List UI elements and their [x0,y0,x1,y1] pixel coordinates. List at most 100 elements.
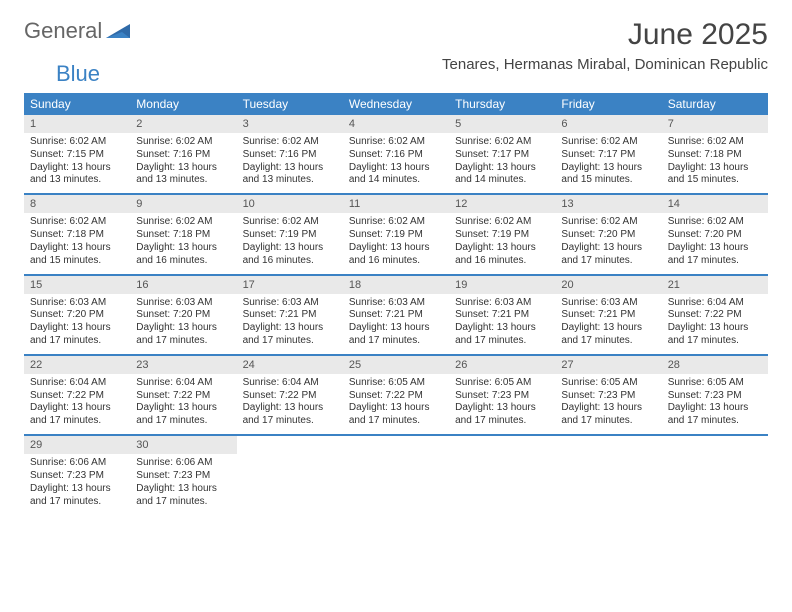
calendar-cell: 17Sunrise: 6:03 AMSunset: 7:21 PMDayligh… [237,275,343,355]
day-details: Sunrise: 6:06 AMSunset: 7:23 PMDaylight:… [130,454,236,514]
daylight-text-1: Daylight: 13 hours [243,242,337,255]
day-details: Sunrise: 6:02 AMSunset: 7:18 PMDaylight:… [24,213,130,273]
sunset-text: Sunset: 7:18 PM [668,149,762,162]
daylight-text-1: Daylight: 13 hours [561,162,655,175]
daylight-text-2: and 17 minutes. [668,255,762,268]
daylight-text-2: and 14 minutes. [349,174,443,187]
day-details: Sunrise: 6:02 AMSunset: 7:20 PMDaylight:… [662,213,768,273]
sunset-text: Sunset: 7:22 PM [349,390,443,403]
sunrise-text: Sunrise: 6:05 AM [561,377,655,390]
day-header: Saturday [662,93,768,115]
day-number: 29 [24,436,130,454]
daylight-text-2: and 17 minutes. [561,335,655,348]
day-header: Sunday [24,93,130,115]
daylight-text-2: and 17 minutes. [136,415,230,428]
calendar-week: 29Sunrise: 6:06 AMSunset: 7:23 PMDayligh… [24,435,768,514]
day-details: Sunrise: 6:04 AMSunset: 7:22 PMDaylight:… [24,374,130,434]
day-details: Sunrise: 6:02 AMSunset: 7:16 PMDaylight:… [343,133,449,193]
daylight-text-1: Daylight: 13 hours [243,402,337,415]
sunset-text: Sunset: 7:23 PM [561,390,655,403]
sunset-text: Sunset: 7:22 PM [243,390,337,403]
day-details: Sunrise: 6:02 AMSunset: 7:20 PMDaylight:… [555,213,661,273]
sunrise-text: Sunrise: 6:06 AM [136,457,230,470]
sunrise-text: Sunrise: 6:03 AM [561,297,655,310]
calendar-cell-empty [343,435,449,514]
day-details: Sunrise: 6:03 AMSunset: 7:21 PMDaylight:… [449,294,555,354]
daylight-text-1: Daylight: 13 hours [136,162,230,175]
calendar-cell: 25Sunrise: 6:05 AMSunset: 7:22 PMDayligh… [343,355,449,435]
sunset-text: Sunset: 7:21 PM [243,309,337,322]
calendar-cell-empty [555,435,661,514]
day-number: 16 [130,276,236,294]
daylight-text-2: and 13 minutes. [30,174,124,187]
sunset-text: Sunset: 7:18 PM [136,229,230,242]
calendar-cell: 24Sunrise: 6:04 AMSunset: 7:22 PMDayligh… [237,355,343,435]
daylight-text-1: Daylight: 13 hours [30,242,124,255]
sunrise-text: Sunrise: 6:04 AM [30,377,124,390]
calendar-cell: 28Sunrise: 6:05 AMSunset: 7:23 PMDayligh… [662,355,768,435]
daylight-text-1: Daylight: 13 hours [136,242,230,255]
sunrise-text: Sunrise: 6:05 AM [349,377,443,390]
day-header: Friday [555,93,661,115]
calendar-cell: 1Sunrise: 6:02 AMSunset: 7:15 PMDaylight… [24,115,130,194]
calendar-head: SundayMondayTuesdayWednesdayThursdayFrid… [24,93,768,115]
daylight-text-1: Daylight: 13 hours [455,402,549,415]
daylight-text-1: Daylight: 13 hours [30,162,124,175]
sunset-text: Sunset: 7:15 PM [30,149,124,162]
sunrise-text: Sunrise: 6:04 AM [136,377,230,390]
daylight-text-1: Daylight: 13 hours [561,322,655,335]
daylight-text-2: and 17 minutes. [30,496,124,509]
sunset-text: Sunset: 7:22 PM [668,309,762,322]
calendar-cell: 9Sunrise: 6:02 AMSunset: 7:18 PMDaylight… [130,194,236,274]
sunset-text: Sunset: 7:22 PM [30,390,124,403]
day-number: 6 [555,115,661,133]
day-number: 17 [237,276,343,294]
day-number: 11 [343,195,449,213]
calendar-cell: 27Sunrise: 6:05 AMSunset: 7:23 PMDayligh… [555,355,661,435]
calendar-cell: 8Sunrise: 6:02 AMSunset: 7:18 PMDaylight… [24,194,130,274]
sunset-text: Sunset: 7:23 PM [30,470,124,483]
day-number: 2 [130,115,236,133]
sunrise-text: Sunrise: 6:03 AM [30,297,124,310]
daylight-text-1: Daylight: 13 hours [349,242,443,255]
calendar-cell: 14Sunrise: 6:02 AMSunset: 7:20 PMDayligh… [662,194,768,274]
daylight-text-1: Daylight: 13 hours [668,322,762,335]
daylight-text-2: and 15 minutes. [668,174,762,187]
day-details: Sunrise: 6:05 AMSunset: 7:23 PMDaylight:… [555,374,661,434]
calendar-cell: 3Sunrise: 6:02 AMSunset: 7:16 PMDaylight… [237,115,343,194]
day-number: 10 [237,195,343,213]
calendar-cell: 20Sunrise: 6:03 AMSunset: 7:21 PMDayligh… [555,275,661,355]
sunrise-text: Sunrise: 6:02 AM [561,136,655,149]
day-details: Sunrise: 6:03 AMSunset: 7:20 PMDaylight:… [24,294,130,354]
calendar-cell: 23Sunrise: 6:04 AMSunset: 7:22 PMDayligh… [130,355,236,435]
day-details: Sunrise: 6:02 AMSunset: 7:17 PMDaylight:… [555,133,661,193]
day-number: 3 [237,115,343,133]
daylight-text-2: and 16 minutes. [136,255,230,268]
day-details: Sunrise: 6:03 AMSunset: 7:21 PMDaylight:… [343,294,449,354]
day-details: Sunrise: 6:02 AMSunset: 7:19 PMDaylight:… [449,213,555,273]
day-number: 12 [449,195,555,213]
calendar-cell-empty [449,435,555,514]
day-details: Sunrise: 6:02 AMSunset: 7:16 PMDaylight:… [237,133,343,193]
sunrise-text: Sunrise: 6:02 AM [349,216,443,229]
day-details: Sunrise: 6:03 AMSunset: 7:20 PMDaylight:… [130,294,236,354]
brand-word-1: General [24,18,102,44]
sunrise-text: Sunrise: 6:02 AM [455,136,549,149]
sunrise-text: Sunrise: 6:02 AM [349,136,443,149]
calendar-cell: 12Sunrise: 6:02 AMSunset: 7:19 PMDayligh… [449,194,555,274]
daylight-text-2: and 16 minutes. [349,255,443,268]
day-details: Sunrise: 6:04 AMSunset: 7:22 PMDaylight:… [130,374,236,434]
daylight-text-2: and 17 minutes. [668,335,762,348]
day-details: Sunrise: 6:02 AMSunset: 7:19 PMDaylight:… [343,213,449,273]
day-header: Wednesday [343,93,449,115]
calendar-cell-empty [662,435,768,514]
sunrise-text: Sunrise: 6:06 AM [30,457,124,470]
day-details: Sunrise: 6:05 AMSunset: 7:22 PMDaylight:… [343,374,449,434]
daylight-text-2: and 17 minutes. [455,415,549,428]
sunset-text: Sunset: 7:20 PM [561,229,655,242]
daylight-text-2: and 16 minutes. [243,255,337,268]
daylight-text-1: Daylight: 13 hours [561,402,655,415]
daylight-text-1: Daylight: 13 hours [136,483,230,496]
day-number: 22 [24,356,130,374]
daylight-text-2: and 17 minutes. [136,496,230,509]
